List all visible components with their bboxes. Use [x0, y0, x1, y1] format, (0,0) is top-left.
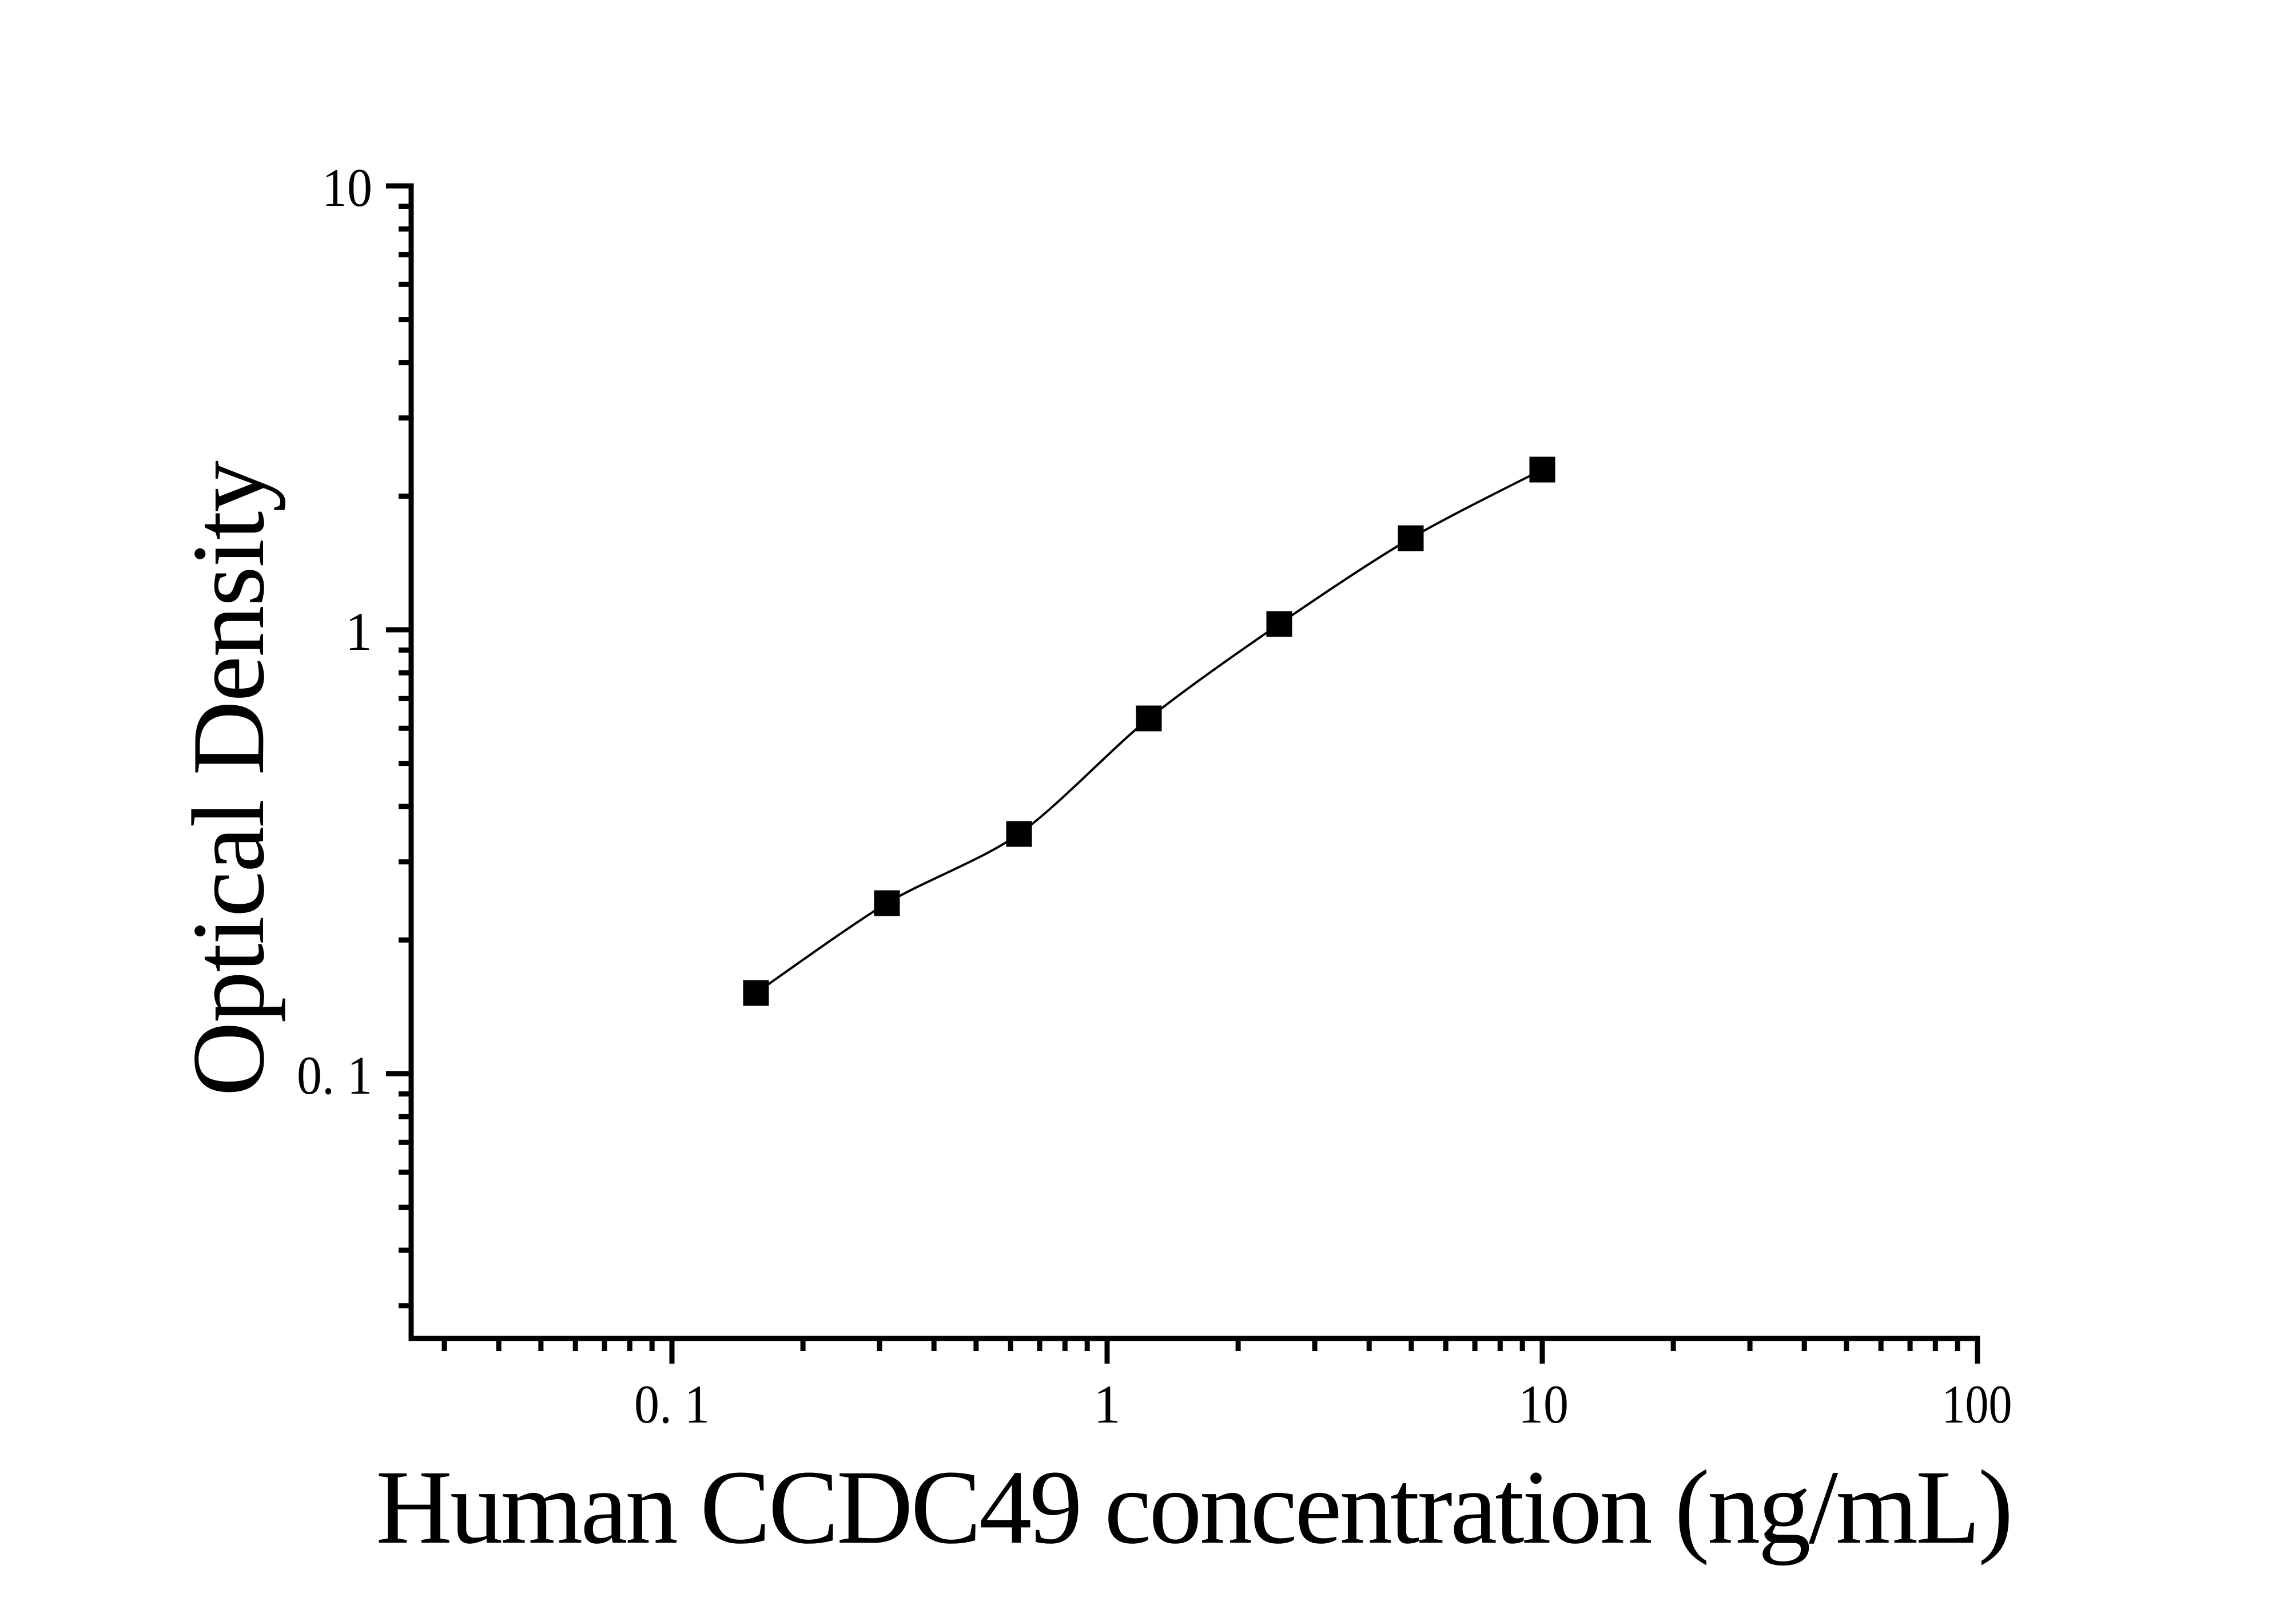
svg-text:10: 10: [1518, 1374, 1569, 1435]
svg-text:Optical Density: Optical Density: [172, 461, 286, 1097]
svg-text:0. 1: 0. 1: [634, 1374, 710, 1435]
svg-text:1: 1: [345, 601, 373, 662]
svg-text:Human CCDC49 concentration (ng: Human CCDC49 concentration (ng/mL): [376, 1449, 2011, 1566]
svg-text:100: 100: [1942, 1374, 2012, 1435]
svg-text:0. 1: 0. 1: [297, 1045, 372, 1106]
svg-text:10: 10: [322, 157, 372, 218]
svg-text:1: 1: [1093, 1374, 1121, 1435]
